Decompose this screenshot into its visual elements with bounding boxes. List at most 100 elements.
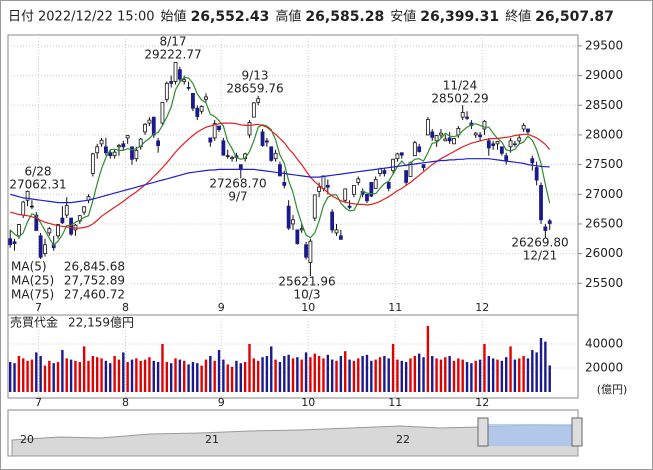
- navigator-label: 22: [396, 433, 410, 446]
- candle-body: [443, 138, 448, 142]
- candle-body: [217, 125, 221, 130]
- volume-bar: [383, 356, 386, 392]
- candle-body: [430, 131, 435, 138]
- candle-body: [421, 164, 426, 168]
- volume-bar: [52, 363, 55, 392]
- volume-bar: [444, 357, 447, 392]
- header-label: 終値: [505, 9, 531, 25]
- x-tick-label: 12: [475, 396, 489, 409]
- volume-bar: [348, 359, 351, 392]
- x-tick-label: 12: [475, 301, 489, 314]
- candle-body: [117, 145, 121, 148]
- volume-bar: [496, 359, 499, 392]
- candle-body: [69, 217, 73, 235]
- volume-bar: [48, 360, 51, 392]
- candle-body: [225, 155, 230, 157]
- candle-body: [482, 120, 487, 130]
- volume-bar: [391, 344, 395, 392]
- candle-body: [386, 182, 391, 189]
- candle-body: [425, 119, 430, 136]
- x-tick-label: 10: [301, 396, 315, 409]
- volume-bar: [330, 359, 334, 392]
- candle-body: [299, 228, 304, 231]
- volume-bar: [370, 360, 373, 392]
- volume-bar: [409, 358, 412, 392]
- x-tick-label: 7: [35, 396, 42, 409]
- volume-bar: [143, 359, 147, 392]
- candle-body: [160, 101, 165, 124]
- candle-body: [365, 193, 369, 202]
- annotation: 26269.80: [511, 236, 568, 250]
- annotation: 8/17: [160, 35, 187, 49]
- candle-body: [199, 106, 204, 112]
- volume-bar: [213, 360, 216, 392]
- x-tick-label: 8: [122, 396, 129, 409]
- volume-bar: [8, 362, 12, 392]
- volume-bar: [465, 362, 469, 392]
- y-tick-label: 27500: [585, 157, 623, 171]
- candle-body: [156, 140, 161, 147]
- volume-bar: [265, 356, 269, 392]
- volume-bar: [187, 364, 190, 392]
- volume-bar: [239, 363, 242, 392]
- header-label: 日付: [8, 10, 34, 25]
- candle-body: [452, 138, 456, 145]
- candle-body: [221, 140, 226, 156]
- volume-bar: [322, 358, 325, 392]
- candle-body: [513, 143, 517, 146]
- navigator-label: 21: [205, 433, 219, 446]
- candle-body: [460, 111, 465, 118]
- candle-body: [269, 146, 274, 161]
- candle-body: [369, 182, 374, 197]
- volume-bar: [209, 356, 212, 392]
- ma-line: [10, 158, 550, 204]
- volume-bar: [413, 356, 417, 392]
- volume-bar: [505, 357, 508, 392]
- volume-panel: [7, 314, 579, 399]
- candle-body: [465, 116, 469, 119]
- candle-body: [56, 224, 60, 237]
- candle-body: [295, 229, 300, 244]
- volume-bar: [513, 359, 517, 392]
- volume-bar: [169, 363, 173, 392]
- volume-bar: [148, 357, 151, 392]
- annotation: 9/7: [228, 190, 247, 204]
- volume-bar: [113, 356, 116, 392]
- y-tick-label: 29000: [585, 68, 623, 82]
- volume-bar: [309, 357, 312, 392]
- volume-bar: [522, 356, 525, 392]
- navigator-handle-left[interactable]: [477, 417, 489, 447]
- annotation: 28502.29: [431, 92, 488, 106]
- x-tick-label: 11: [388, 396, 402, 409]
- candle-body: [204, 96, 208, 100]
- volume-bar: [539, 338, 543, 392]
- candle-body: [247, 122, 252, 136]
- marks: [8, 62, 552, 392]
- candle-body: [43, 244, 47, 255]
- volume-bar: [344, 351, 347, 392]
- header-label: 安値: [390, 9, 416, 25]
- y-tick-label: 26500: [585, 216, 623, 230]
- candle-body: [334, 229, 339, 234]
- volume-title: 売買代金: [10, 315, 58, 330]
- candle-body: [321, 175, 326, 189]
- candle-body: [543, 226, 548, 231]
- y-tick-label: 29500: [585, 38, 623, 52]
- navigator-range[interactable]: [484, 424, 574, 446]
- volume-bar: [256, 360, 260, 392]
- volume-bar: [130, 359, 134, 392]
- legend-name: MA(5): [11, 260, 47, 274]
- candle-body: [330, 211, 335, 231]
- volume-bar: [78, 362, 81, 392]
- volume-bar: [82, 346, 86, 392]
- volume-bar: [387, 358, 390, 392]
- candle-body: [473, 132, 478, 136]
- volume-bar: [17, 356, 21, 392]
- volume-bar: [69, 359, 73, 392]
- navigator-handle-right[interactable]: [571, 417, 583, 447]
- volume-bar: [217, 350, 221, 392]
- candle-body: [104, 146, 108, 154]
- volume-bar: [226, 364, 229, 392]
- volume-bar: [317, 356, 321, 392]
